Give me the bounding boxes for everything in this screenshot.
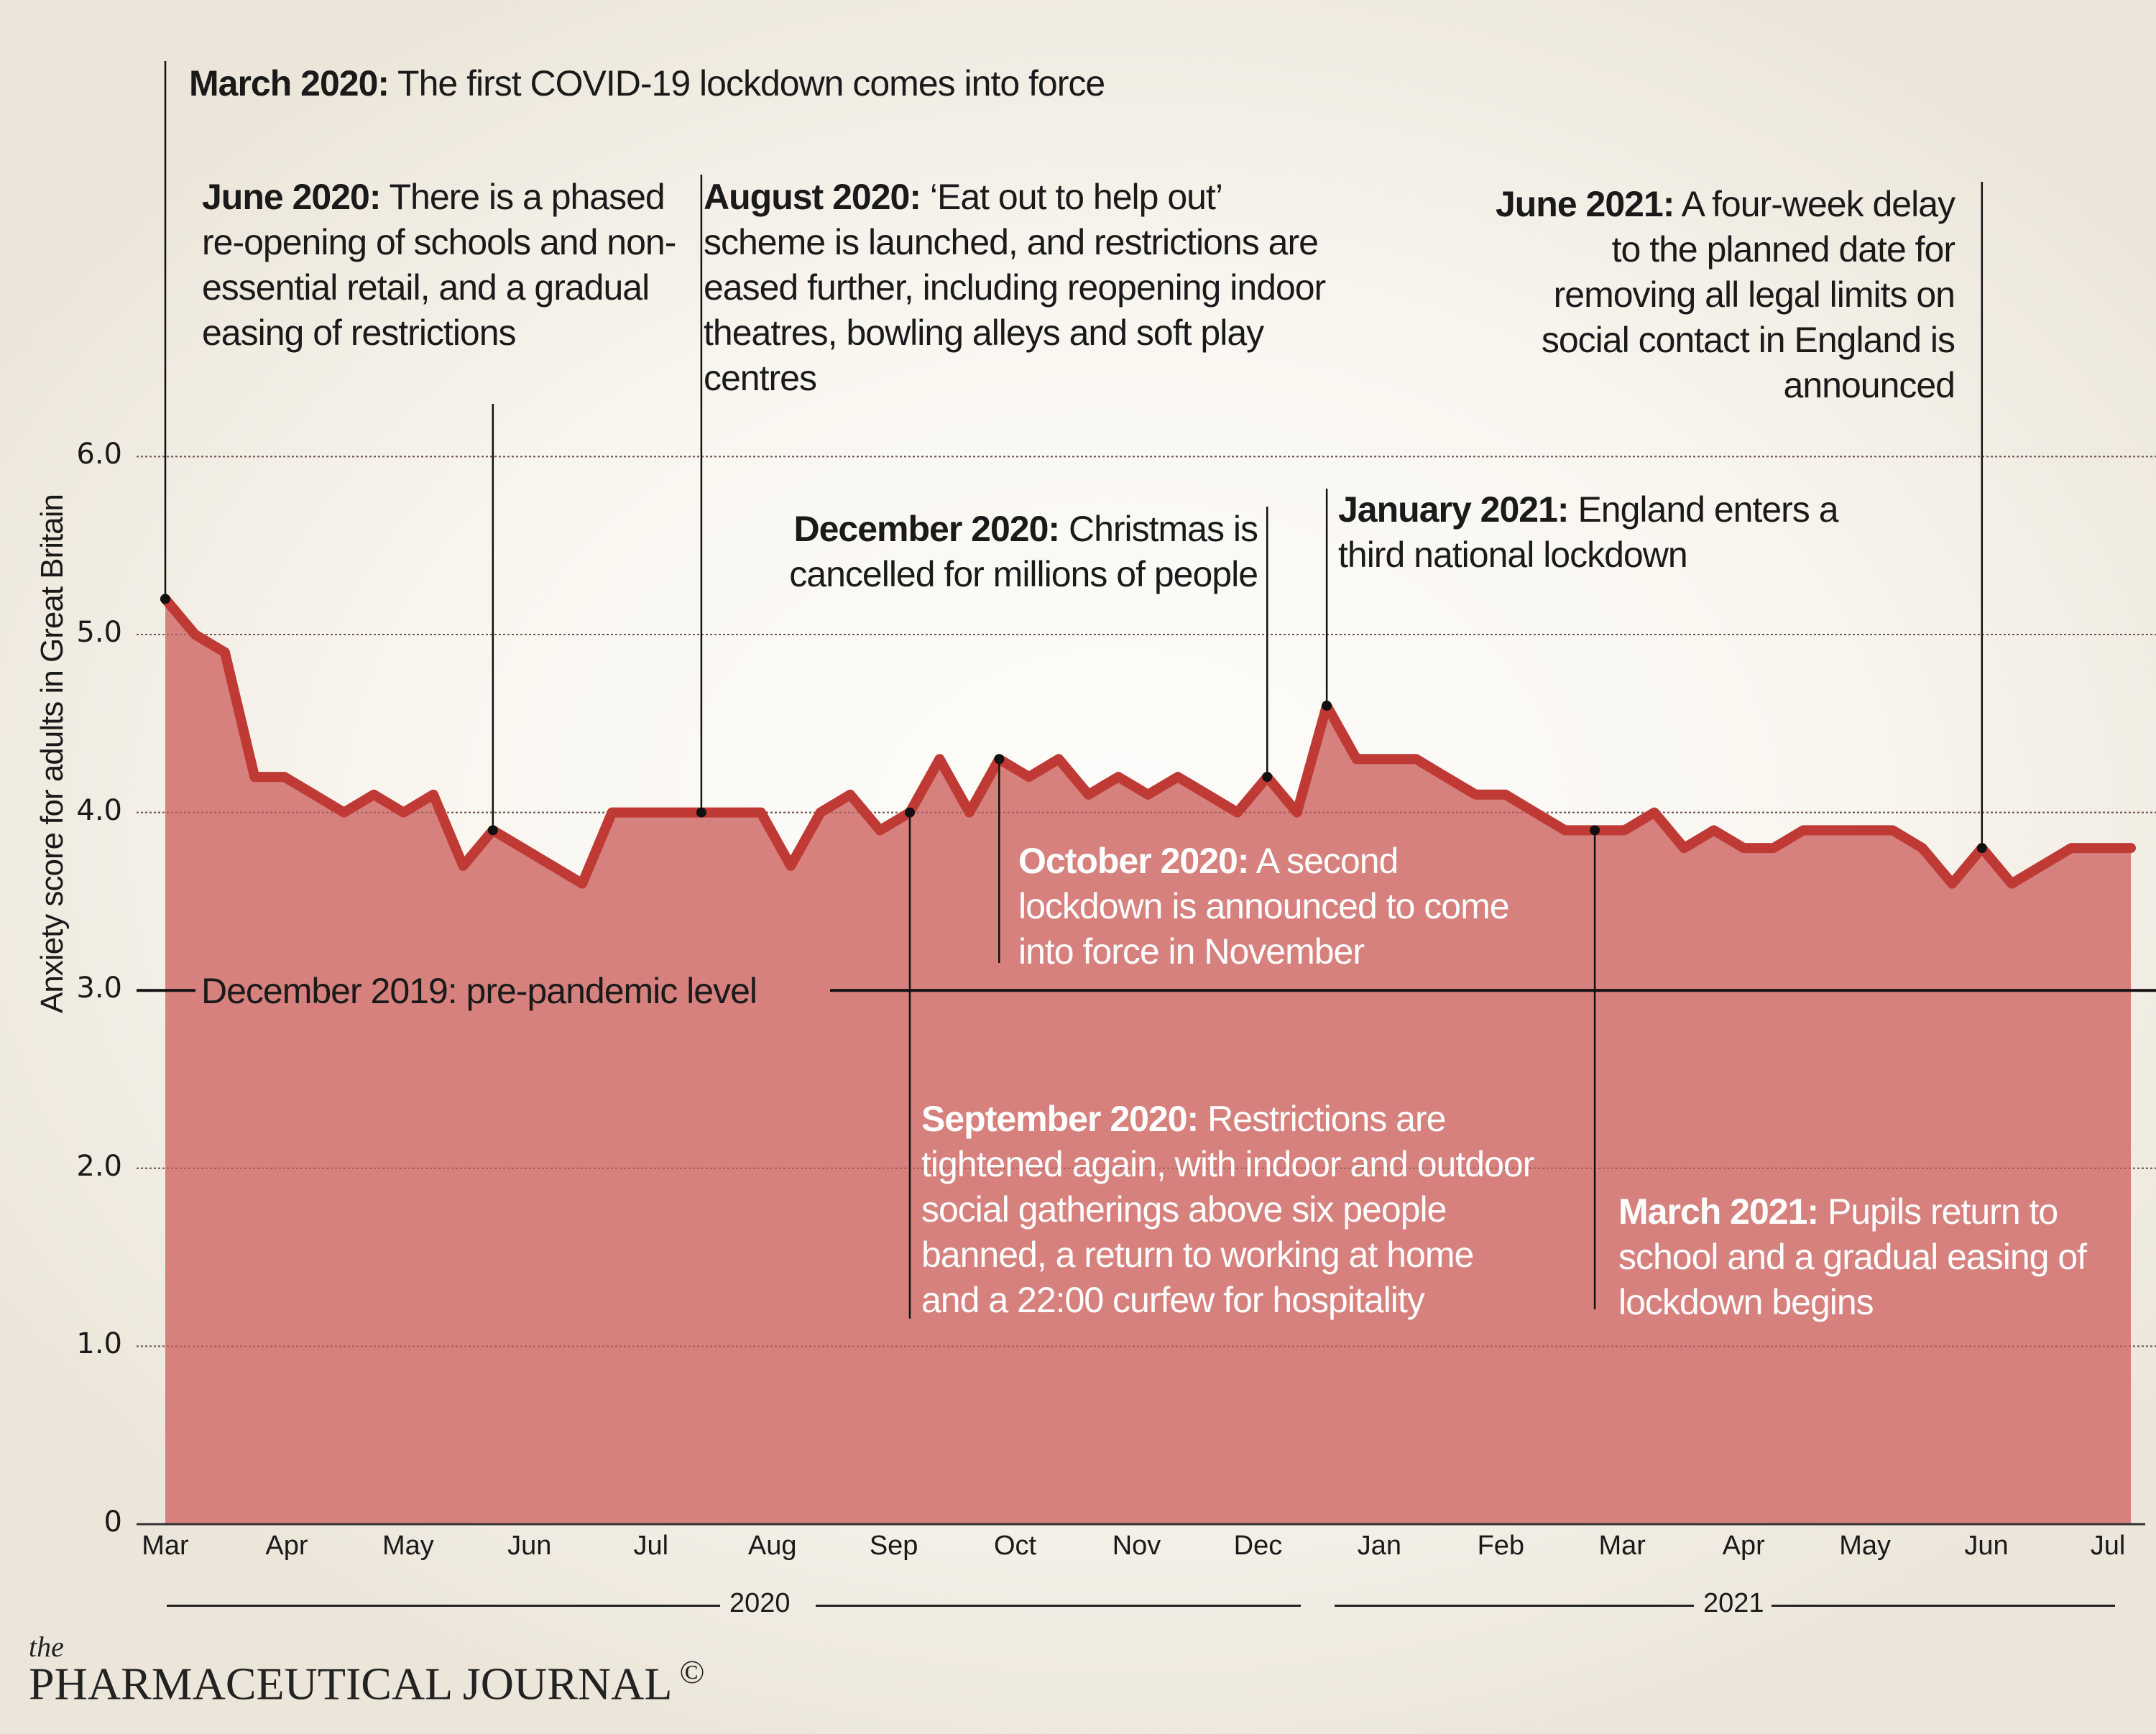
y-axis-label: Anxiety score for adults in Great Britai… bbox=[34, 494, 70, 1013]
x-tick-label: Dec bbox=[1233, 1531, 1283, 1561]
logo-name: PHARMACEUTICAL JOURNAL bbox=[29, 1658, 673, 1710]
annotation-text: Restrictions are tightened again, with i… bbox=[921, 1099, 1534, 1320]
x-tick-label: Jul bbox=[633, 1531, 669, 1561]
annotation-dot-aug2020 bbox=[696, 807, 706, 818]
year-2021-line-right bbox=[1772, 1605, 2115, 1607]
annotation-dot-jun2020 bbox=[487, 825, 498, 836]
x-tick-label: Feb bbox=[1477, 1531, 1525, 1561]
annotation-text: England enters a third national lockdown bbox=[1338, 489, 1839, 575]
annotation-text: ‘Eat out to help out’ scheme is launched… bbox=[704, 177, 1326, 398]
annotation-dot-jun2021 bbox=[1976, 843, 1987, 854]
annotation-text: Pupils return to school and a gradual ea… bbox=[1618, 1191, 2087, 1322]
annotation-june-2020: June 2020: There is a phased re-opening … bbox=[202, 175, 676, 356]
x-tick-label: May bbox=[1839, 1531, 1892, 1561]
annotation-date: October 2020: bbox=[1018, 841, 1249, 881]
year-label-2021: 2021 bbox=[1703, 1588, 1764, 1618]
annotation-text: There is a phased re-opening of schools … bbox=[202, 177, 676, 353]
annotation-march-2021: March 2021: Pupils return to school and … bbox=[1618, 1189, 2107, 1325]
annotation-dot-mar2021 bbox=[1590, 825, 1600, 836]
annotation-dot-dec2020 bbox=[1262, 772, 1273, 783]
copyright-icon: © bbox=[679, 1654, 705, 1690]
gridlines-over-area bbox=[137, 456, 2156, 1347]
annotation-dot-mar2020 bbox=[160, 594, 170, 604]
annotation-date: December 2020: bbox=[793, 509, 1060, 549]
year-2020-line-left bbox=[167, 1605, 720, 1607]
y-tick-label: 3.0 bbox=[76, 972, 122, 1005]
y-tick-label: 0 bbox=[103, 1505, 122, 1539]
annotation-dot-oct2020 bbox=[994, 754, 1005, 765]
annotation-date: June 2021: bbox=[1495, 184, 1674, 224]
annotation-date: January 2021: bbox=[1338, 489, 1570, 530]
x-tick-label: Apr bbox=[1722, 1531, 1765, 1561]
annotation-text: The first COVID-19 lockdown comes into f… bbox=[397, 63, 1105, 103]
y-tick-label: 2.0 bbox=[76, 1149, 122, 1183]
y-tick-label: 6.0 bbox=[76, 438, 122, 471]
y-tick-label: 1.0 bbox=[76, 1327, 122, 1361]
annotation-date: June 2020: bbox=[202, 177, 381, 217]
x-tick-label: Jun bbox=[1964, 1531, 2009, 1561]
logo-the: the bbox=[29, 1631, 64, 1663]
x-tick-label: Jan bbox=[1357, 1531, 1402, 1561]
pre-pandemic-label: December 2019: pre-pandemic level bbox=[201, 971, 757, 1011]
year-2021-line-left bbox=[1335, 1605, 1694, 1607]
annotation-dot-jan2021 bbox=[1322, 701, 1332, 711]
annotation-text: Christmas is cancelled for millions of p… bbox=[789, 509, 1258, 594]
x-tick-label: Aug bbox=[747, 1531, 797, 1561]
annotation-date: September 2020: bbox=[921, 1099, 1199, 1139]
annotation-text: A four-week delay to the planned date fo… bbox=[1541, 184, 1955, 405]
x-tick-label: May bbox=[382, 1531, 434, 1561]
annotation-leaders bbox=[160, 61, 1987, 1319]
annotation-january-2021: January 2021: England enters a third nat… bbox=[1338, 487, 1856, 578]
year-2020-line-right bbox=[816, 1605, 1301, 1607]
x-tick-label: Jul bbox=[2090, 1531, 2126, 1561]
annotation-august-2020: August 2020: ‘Eat out to help out’ schem… bbox=[704, 175, 1336, 401]
annotation-june-2021: June 2021: A four-week delay to the plan… bbox=[1495, 182, 1955, 408]
annotation-date: August 2020: bbox=[704, 177, 921, 217]
x-tick-label: Mar bbox=[1598, 1531, 1646, 1561]
annotation-date: March 2020: bbox=[189, 63, 390, 103]
logo-pharmaceutical-journal: PHARMACEUTICAL JOURNAL © bbox=[29, 1653, 704, 1710]
x-tick-label: Mar bbox=[142, 1531, 189, 1561]
x-tick-label: Oct bbox=[994, 1531, 1037, 1561]
annotation-date: March 2021: bbox=[1618, 1191, 1819, 1232]
y-tick-label: 4.0 bbox=[76, 793, 122, 827]
x-tick-label: Nov bbox=[1112, 1531, 1161, 1561]
annotation-december-2020: December 2020: Christmas is cancelled fo… bbox=[711, 507, 1258, 597]
annotation-text: A second lockdown is announced to come i… bbox=[1018, 841, 1510, 972]
annotation-september-2020: September 2020: Restrictions are tighten… bbox=[921, 1097, 1539, 1323]
annotation-march-2020: March 2020: The first COVID-19 lockdown … bbox=[189, 61, 1105, 106]
area-fill bbox=[165, 599, 2131, 1524]
annotation-dot-sep2020 bbox=[904, 807, 915, 818]
x-tick-label: Sep bbox=[869, 1531, 918, 1561]
x-tick-label: Apr bbox=[265, 1531, 308, 1561]
x-tick-label: Jun bbox=[507, 1531, 552, 1561]
y-tick-label: 5.0 bbox=[76, 616, 122, 649]
year-label-2020: 2020 bbox=[729, 1588, 791, 1618]
annotation-october-2020: October 2020: A second lockdown is annou… bbox=[1018, 839, 1536, 974]
